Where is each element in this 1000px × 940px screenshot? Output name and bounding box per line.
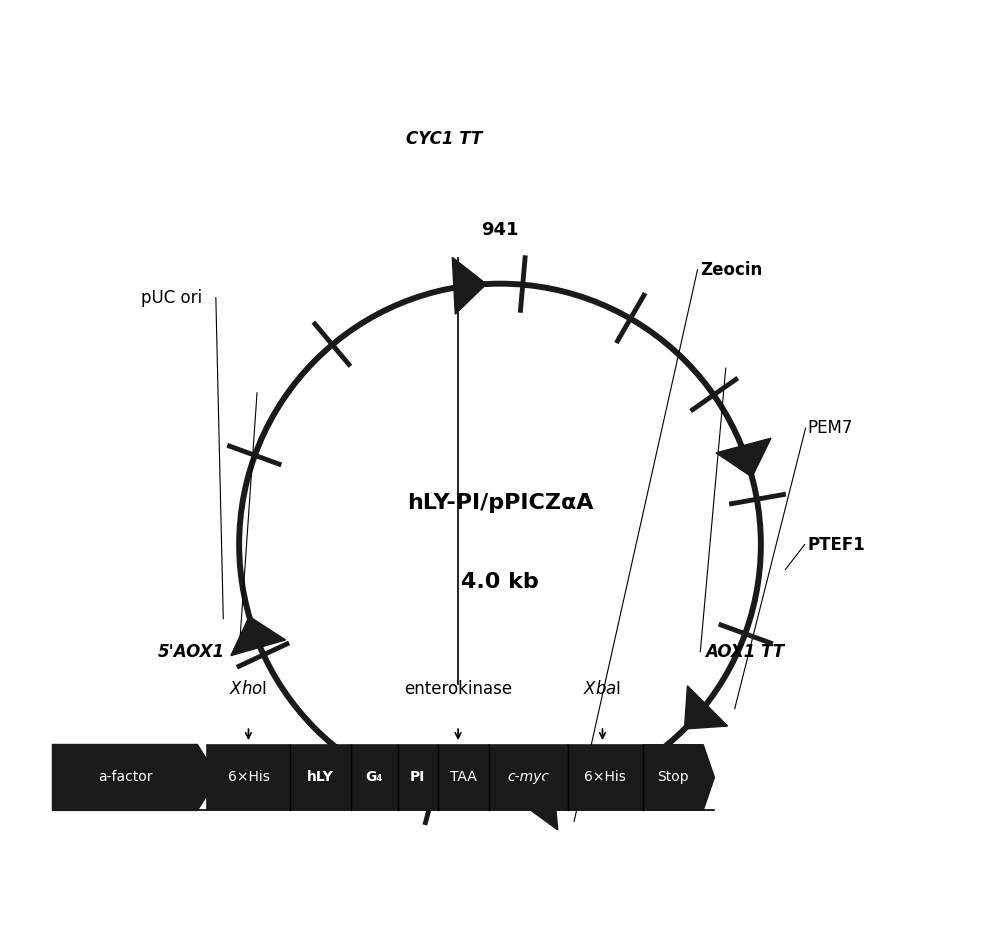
Bar [351,744,398,810]
Bar [568,744,643,810]
Text: TAA: TAA [450,771,477,785]
Bar [207,744,290,810]
Text: 6×His: 6×His [584,771,626,785]
Text: 941: 941 [481,222,519,240]
Text: G₄: G₄ [365,771,383,785]
Bar [290,744,351,810]
Text: PI: PI [410,771,425,785]
Text: PEM7: PEM7 [807,419,853,437]
Text: AOX1 TT: AOX1 TT [705,643,784,661]
Text: hLY: hLY [307,771,334,785]
Polygon shape [684,686,728,729]
Polygon shape [452,258,486,314]
Text: $\it{Xho}$I: $\it{Xho}$I [229,681,267,698]
Text: 5'AOX1: 5'AOX1 [158,643,225,661]
Polygon shape [231,617,286,655]
Text: c-myc: c-myc [507,771,549,785]
Text: pUC ori: pUC ori [141,289,202,306]
Text: a-factor: a-factor [98,771,152,785]
Text: 4.0 kb: 4.0 kb [461,572,539,592]
Bar [398,744,438,810]
Text: Stop: Stop [657,771,689,785]
Polygon shape [631,744,714,810]
Text: PTEF1: PTEF1 [807,536,865,554]
Text: 6×His: 6×His [228,771,269,785]
Polygon shape [523,774,558,830]
Text: $\it{Xba}$I: $\it{Xba}$I [583,681,622,698]
Text: CYC1 TT: CYC1 TT [406,130,482,148]
Text: enterokinase: enterokinase [404,681,512,698]
Bar [489,744,568,810]
Text: hLY-PI/pPICZαA: hLY-PI/pPICZαA [407,493,593,512]
Bar [438,744,489,810]
Polygon shape [53,744,218,810]
Text: Zeocin: Zeocin [700,260,763,278]
Polygon shape [716,438,771,477]
